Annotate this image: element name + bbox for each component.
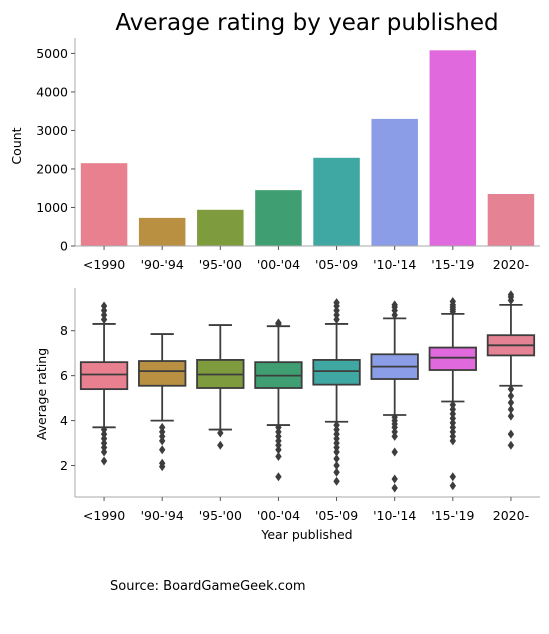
box-ytick-label-2: 6 [60,368,68,383]
box-outlier-6-9 [449,472,457,482]
box-outlier-2-0 [217,428,224,438]
box-outlier-5-12 [391,300,398,310]
box-iqr-0 [79,361,129,391]
bar-xtick-label-3: '00-'04 [257,257,300,272]
bar-xtick-label-4: '05-'09 [315,257,358,272]
box-outlier-4-7 [333,454,340,464]
box-xtick-label-1: '90-'94 [141,508,184,523]
box-outlier-4-9 [333,467,340,477]
box-ytick-label-1: 4 [60,413,68,428]
source-note: Source: BoardGameGeek.com [110,579,306,594]
box-ytick-label-0: 2 [60,458,68,473]
bar-6 [429,50,477,246]
box-outlier-5-6 [391,447,398,457]
bar-xtick-label-7: 2020- [493,257,529,272]
bar-2 [197,209,244,246]
box-0 [79,301,129,466]
box-outlier-1-6 [158,462,166,472]
box-outlier-7-2 [507,398,515,408]
box-outlier-6-8 [449,436,457,446]
bar-1 [138,217,186,246]
box-outlier-7-1 [507,391,515,401]
bar-y-axis-label: Count [9,127,24,164]
box-outlier-4-8 [333,461,340,471]
box-xtick-label-5: '10-'14 [373,508,416,523]
bar-ytick-label-5: 5000 [36,46,68,61]
box-outlier-4-10 [333,476,340,486]
bar-xtick-label-0: <1990 [83,257,125,272]
box-xtick-label-2: '95-'00 [199,508,242,523]
box-xtick-label-0: <1990 [83,508,125,523]
bar-xtick-label-6: '15-'19 [431,257,474,272]
bar-ytick-label-4: 4000 [36,84,68,99]
box-iqr-6 [428,346,477,371]
box-outlier-5-8 [391,483,398,493]
bar-ytick-label-3: 3000 [36,123,68,138]
box-ytick-label-3: 8 [60,323,68,338]
box-outlier-0-5 [100,447,108,457]
box-outlier-7-0 [507,384,515,394]
box-outlier-2-1 [217,440,224,450]
bar-ytick-label-1: 1000 [36,200,68,215]
box-outlier-0-6 [100,456,108,466]
box-outlier-3-5 [275,445,282,455]
box-outlier-3-9 [275,318,282,328]
box-1 [138,333,187,472]
box-3 [254,318,303,482]
box-5 [370,300,419,493]
box-iqr-1 [138,360,187,387]
box-outlier-1-3 [158,436,166,446]
bar-xtick-label-1: '90-'94 [141,257,184,272]
box-outlier-1-4 [158,445,166,455]
box-outlier-6-15 [449,296,457,306]
bar-chart-count: 0 1000 2000 3000 4000 5000 <1990 '90-'94 '95-'0… [9,38,540,272]
bar-3 [255,190,302,246]
box-chart-average-rating: 2 4 6 8 <1990 '90-'94 '95-'00 '00-'04 '05-'09 '1… [34,288,540,542]
box-xtick-label-3: '00-'04 [257,508,300,523]
box-outlier-7-3 [507,404,515,414]
bar-ytick-label-0: 0 [60,239,68,254]
box-7 [486,290,536,450]
box-x-axis-label: Year published [260,527,352,542]
box-outlier-7-6 [507,440,515,450]
box-outlier-7-4 [507,411,515,421]
box-2 [196,324,245,450]
box-y-axis-label: Average rating [34,348,49,440]
box-xtick-label-6: '15-'19 [431,508,474,523]
box-outlier-3-6 [275,452,282,462]
box-iqr-4 [312,359,361,386]
bar-xtick-label-2: '95-'00 [199,257,242,272]
chart-title: Average rating by year published [115,10,498,36]
bar-xtick-label-5: '10-'14 [373,257,416,272]
box-outlier-0-10 [100,301,108,311]
box-xtick-label-4: '05-'09 [315,508,358,523]
bar-0 [80,163,128,246]
box-xtick-label-7: 2020- [493,508,529,523]
box-outlier-5-7 [391,474,398,484]
box-outlier-7-9 [507,290,515,300]
box-outlier-5-5 [391,431,398,441]
box-outlier-7-5 [507,429,515,439]
box-4 [312,298,361,486]
bar-ytick-label-2: 2000 [36,161,68,176]
box-outlier-4-6 [333,447,340,457]
box-6 [428,296,477,491]
box-outlier-4-15 [333,298,340,308]
box-outlier-3-7 [275,472,282,482]
bar-7 [487,194,535,246]
bar-5 [371,118,418,246]
box-outlier-6-10 [449,481,457,491]
bar-4 [313,157,360,246]
